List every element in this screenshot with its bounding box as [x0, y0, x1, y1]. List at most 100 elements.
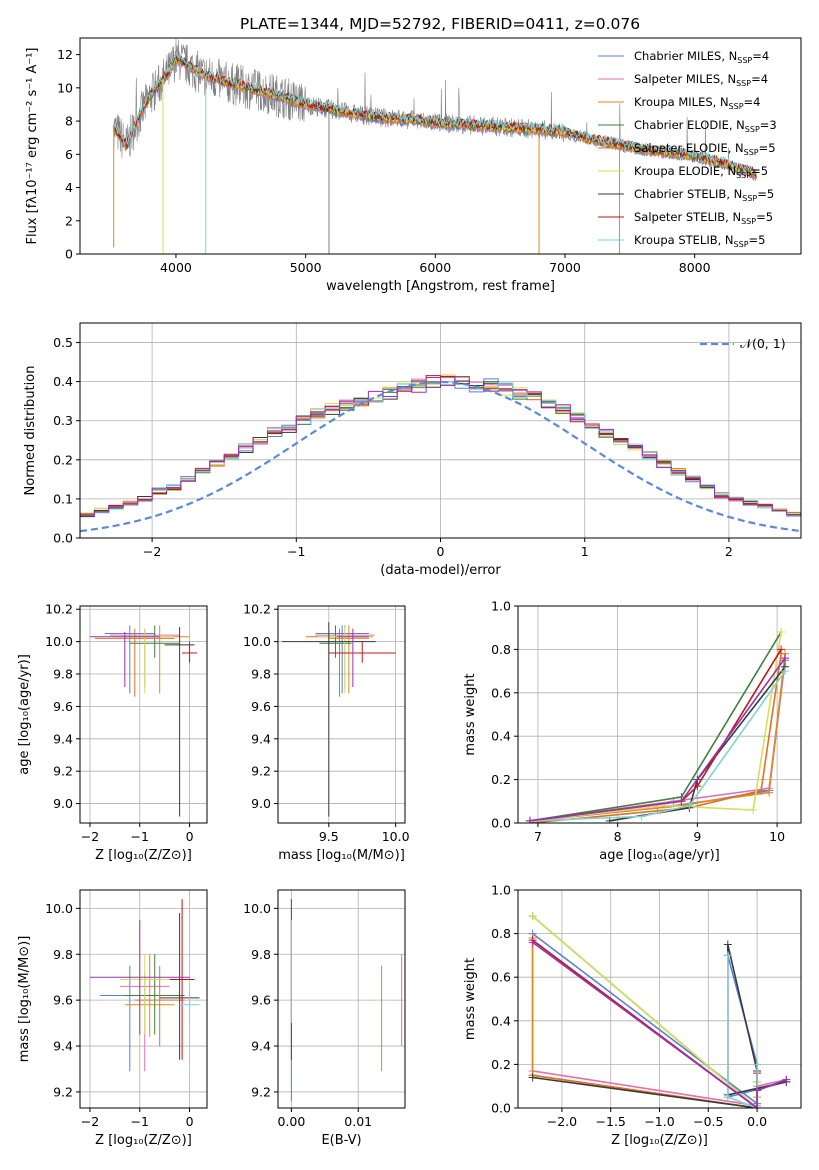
y-tick-label: 9.0	[251, 796, 271, 811]
x-axis-label: mass [log₁₀(M/M⊙)]	[278, 848, 405, 863]
y-tick-label: 9.0	[53, 796, 73, 811]
y-tick-label: 9.8	[251, 947, 271, 962]
y-tick-label: 9.4	[251, 731, 271, 746]
y-tick-label: 0.1	[53, 491, 73, 506]
y-tick-label: 0.0	[491, 816, 511, 831]
model-spectrum-line	[113, 51, 757, 175]
y-tick-label: 0.6	[491, 685, 511, 700]
residual-histogram	[80, 376, 801, 519]
y-tick-label: 0.5	[53, 335, 73, 350]
y-tick-label: 1.0	[491, 599, 511, 614]
mass-weight-marker	[765, 788, 774, 797]
axes-frame	[277, 889, 406, 1109]
x-tick-label: −2	[81, 1114, 99, 1129]
mass-weight-series-line	[532, 941, 787, 1108]
legend-entry-label: Kroupa ELODIE, NSSP=5	[634, 164, 768, 180]
y-tick-label: 10.0	[45, 901, 73, 916]
x-tick-label: 4000	[160, 260, 192, 275]
axes-frame	[277, 605, 406, 824]
mass-weight-marker	[723, 1093, 732, 1102]
x-axis-label: E(B-V)	[321, 1133, 361, 1148]
mass-weight-marker	[753, 1104, 762, 1108]
y-axis-label: mass [log₁₀(M/M⊙)]	[17, 936, 32, 1063]
y-tick-label: 0.4	[491, 729, 511, 744]
mass-weight-marker	[777, 628, 786, 637]
plot-area-residuals	[80, 374, 801, 533]
y-tick-label: 0.4	[53, 374, 73, 389]
y-tick-label: 0.0	[53, 531, 73, 546]
mass-weight-marker	[525, 816, 534, 823]
x-tick-label: −1	[131, 829, 149, 844]
figure-title: PLATE=1344, MJD=52792, FIBERID=0411, z=0…	[240, 15, 640, 33]
y-tick-label: 9.6	[251, 699, 271, 714]
x-tick-label: −1.0	[644, 1114, 674, 1129]
y-tick-label: 6	[65, 147, 73, 162]
axes-frame	[79, 37, 802, 255]
x-tick-label: −2	[143, 544, 161, 559]
panel-mass-vs-EBV: 0.00 0.01 9.2 9.4 9.6 9.8 10.0 E(B-V)	[243, 889, 406, 1148]
mass-weight-marker	[723, 940, 732, 949]
mass-weight-marker	[753, 1086, 762, 1095]
y-tick-label: 10.2	[45, 602, 73, 617]
y-tick-label: 9.4	[53, 731, 73, 746]
y-tick-label: 9.4	[53, 1039, 73, 1054]
mass-weight-marker	[528, 1073, 537, 1082]
mass-weight-marker	[749, 805, 758, 814]
y-tick-label: 10	[57, 80, 73, 95]
x-axis-label: Z [log₁₀(Z/Z⊙)]	[95, 1133, 192, 1148]
mass-weight-marker	[781, 654, 790, 663]
x-tick-label: 7000	[549, 260, 581, 275]
x-tick-label: 10	[769, 829, 785, 844]
x-tick-label: 1	[581, 544, 589, 559]
mass-weight-series-line	[727, 955, 758, 1108]
plot-area-spectrum	[113, 38, 758, 254]
mass-weight-marker	[528, 912, 537, 921]
legend-entry-label: Kroupa MILES, NSSP=4	[634, 95, 760, 111]
spectrum-legend: Chabrier MILES, NSSP=4 Salpeter MILES, NS…	[598, 49, 777, 249]
chart-panels: 4000 5000 6000 7000 8000024681012wavelength …	[17, 37, 802, 1148]
y-tick-label: 8	[65, 114, 73, 129]
mass-weight-marker	[723, 951, 732, 960]
panel-residuals: −2 −1 0 1 2 0.0 0.1 0.2 0.3 0.4 0.5 (data-model)/er…	[23, 322, 802, 578]
y-tick-label: 4	[65, 180, 73, 195]
legend-entry-label: Kroupa STELIB, NSSP=5	[634, 233, 765, 249]
panel-massweight-vs-age: 7 8 9 10 0.0 0.2 0.4 0.6 0.8 1.0 age [log₁₀(age/yr…	[463, 599, 802, 863]
y-tick-label: 0.8	[491, 926, 511, 941]
y-tick-label: 0.4	[491, 1013, 511, 1028]
x-tick-label: 5000	[290, 260, 322, 275]
mass-weight-series-line	[529, 653, 782, 823]
x-tick-label: 0	[186, 1114, 194, 1129]
y-tick-label: 9.2	[251, 1084, 271, 1099]
x-axis-label: wavelength [Angstrom, rest frame]	[326, 279, 555, 294]
legend-entry-label: Chabrier STELIB, NSSP=5	[634, 187, 774, 203]
x-tick-label: 0.00	[277, 1114, 305, 1129]
y-tick-label: 9.8	[53, 947, 73, 962]
mass-weight-marker	[528, 938, 537, 947]
mass-weight-marker	[677, 797, 686, 806]
y-tick-label: 1.0	[491, 883, 511, 898]
y-axis-label: Flux [fλ10⁻¹⁷ erg cm⁻² s⁻¹ A⁻¹]	[25, 48, 40, 245]
x-tick-label: 10.0	[382, 829, 410, 844]
axes-frame	[517, 605, 802, 824]
x-axis-label: Z [log₁₀(Z/Z⊙)]	[611, 1133, 708, 1148]
x-tick-label: 9.5	[319, 829, 339, 844]
x-tick-label: −1.5	[596, 1114, 626, 1129]
y-tick-label: 9.6	[53, 993, 73, 1008]
mass-weight-series-line	[529, 670, 786, 822]
x-tick-label: −1	[287, 544, 305, 559]
x-tick-label: 6000	[419, 260, 451, 275]
plot-area-age-vs-mass	[282, 622, 396, 817]
plot-area-mass-vs-EBV	[290, 899, 403, 1102]
y-tick-label: 0.2	[491, 1057, 511, 1072]
mass-weight-marker	[782, 1075, 791, 1084]
y-tick-label: 0.8	[491, 642, 511, 657]
y-tick-label: 9.2	[53, 1084, 73, 1099]
legend-entry-label: Salpeter STELIB, NSSP=5	[634, 210, 773, 226]
plot-area-mass-vs-Z	[89, 899, 200, 1072]
y-tick-label: 2	[65, 213, 73, 228]
y-axis-label: Normed distribution	[23, 366, 38, 496]
y-tick-label: 10.0	[243, 634, 271, 649]
plot-area-age-vs-Z	[89, 625, 198, 817]
x-axis-label: Z [log₁₀(Z/Z⊙)]	[95, 848, 192, 863]
y-tick-label: 9.6	[251, 993, 271, 1008]
